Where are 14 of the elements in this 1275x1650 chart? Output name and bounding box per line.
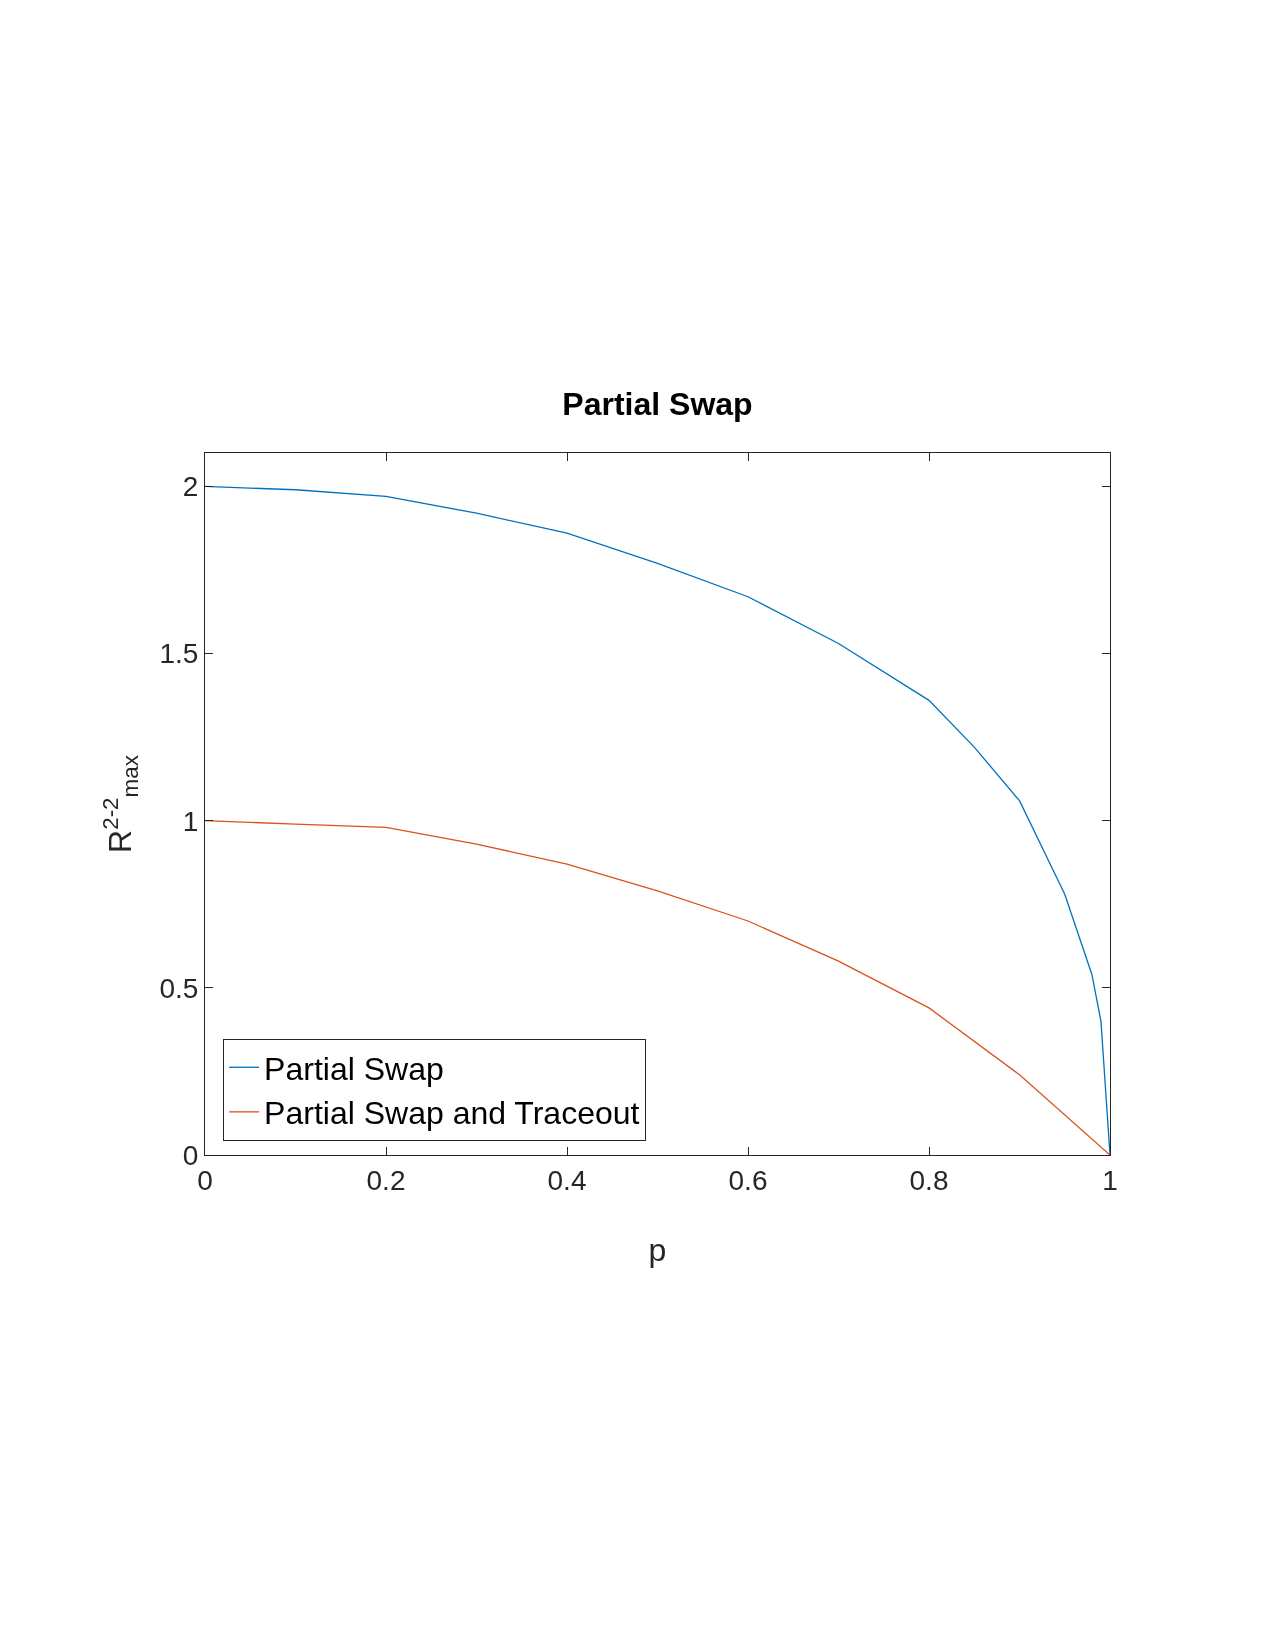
x-tick-label: 0.2 [366, 1164, 406, 1196]
y-tick-label: 0.5 [159, 972, 199, 1004]
y-tick-label: 0 [182, 1139, 199, 1171]
y-tick-label: 2 [182, 471, 199, 503]
chart-title: Partial Swap [562, 386, 753, 422]
x-tick-label: 0.4 [547, 1164, 587, 1196]
y-tick-label: 1.5 [159, 638, 199, 670]
x-axis-title: p [648, 1232, 667, 1268]
legend-label: Partial Swap and Traceout [264, 1095, 640, 1132]
y-tick-label: 1 [182, 805, 199, 837]
x-tick-label: 1 [1102, 1164, 1118, 1196]
x-tick-label: 0.6 [728, 1164, 768, 1196]
x-tick-label: 0.8 [909, 1164, 949, 1196]
legend-label: Partial Swap [264, 1050, 444, 1087]
